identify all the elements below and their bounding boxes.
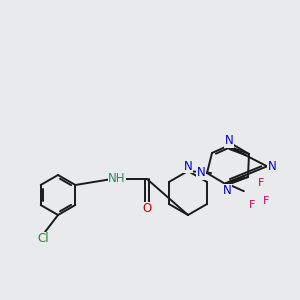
Text: N: N: [184, 160, 192, 172]
Text: N: N: [196, 167, 206, 179]
Text: O: O: [142, 202, 152, 215]
Text: N: N: [268, 160, 277, 173]
Text: N: N: [225, 134, 234, 147]
Text: F: F: [249, 200, 255, 210]
Text: N: N: [223, 184, 231, 197]
Text: F: F: [258, 178, 264, 188]
Text: F: F: [262, 196, 269, 206]
Text: NH: NH: [108, 172, 126, 185]
Text: Cl: Cl: [37, 232, 49, 245]
